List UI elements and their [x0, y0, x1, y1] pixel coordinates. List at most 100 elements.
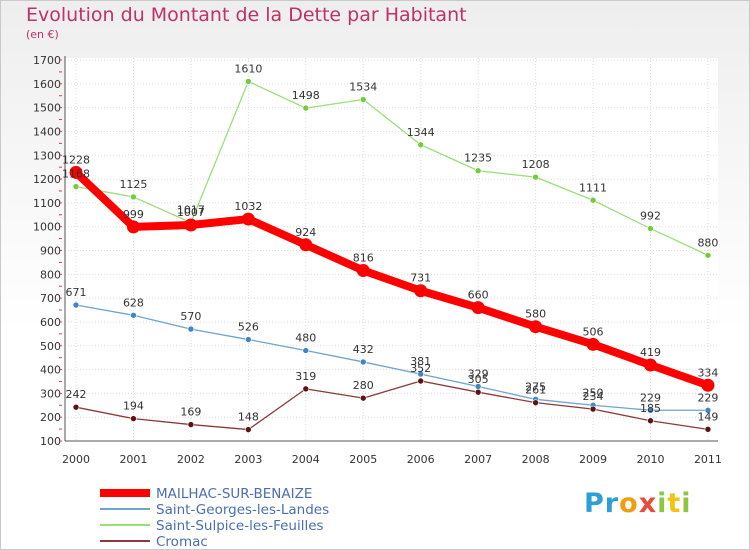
- data-label: 1344: [407, 126, 435, 139]
- data-point: [586, 337, 600, 351]
- data-label: 526: [238, 321, 259, 334]
- data-label: 229: [697, 391, 718, 404]
- data-point: [130, 311, 137, 319]
- series-line: [75, 80, 709, 256]
- data-label: 992: [640, 210, 661, 223]
- data-point: [647, 406, 654, 414]
- data-point: [529, 320, 543, 334]
- data-label: 671: [66, 286, 87, 299]
- y-tick-label: 1400: [33, 125, 61, 138]
- data-label: 1228: [62, 153, 90, 166]
- x-tick-label: 2008: [522, 453, 550, 466]
- data-label: 660: [468, 289, 489, 302]
- data-point: [704, 426, 712, 433]
- data-label: 250: [583, 386, 604, 399]
- logo-letter: x: [638, 488, 658, 519]
- data-label: 329: [468, 367, 489, 380]
- x-tick-label: 2007: [464, 453, 492, 466]
- data-point: [72, 403, 80, 411]
- y-tick-label: 100: [40, 435, 61, 448]
- data-point: [299, 238, 313, 252]
- data-point: [130, 193, 137, 201]
- series-line: [75, 380, 709, 431]
- x-tick-label: 2003: [234, 453, 262, 466]
- data-point: [359, 394, 367, 402]
- data-label: 580: [525, 308, 546, 321]
- legend-label: Cromac: [156, 534, 208, 550]
- data-point: [589, 196, 597, 204]
- data-label: 169: [180, 406, 201, 419]
- data-point: [302, 385, 310, 393]
- data-point: [647, 417, 654, 425]
- logo-letter: i: [657, 488, 668, 519]
- data-point: [245, 336, 252, 343]
- data-label: 319: [295, 370, 316, 383]
- data-point: [245, 426, 252, 433]
- data-label: 999: [123, 208, 144, 221]
- logo-letter: i: [681, 488, 692, 519]
- data-point: [245, 78, 252, 85]
- data-label: 1168: [62, 168, 90, 181]
- data-point: [704, 251, 712, 259]
- data-point: [69, 165, 83, 179]
- logo-letter: P: [584, 488, 605, 519]
- series-line: [75, 304, 709, 411]
- data-point: [532, 399, 539, 406]
- data-point: [471, 301, 485, 315]
- series-line: [72, 168, 712, 390]
- y-tick-label: 200: [40, 411, 61, 424]
- data-label: 880: [697, 236, 718, 249]
- data-label: 381: [410, 355, 431, 368]
- data-point: [474, 167, 482, 175]
- chart-subtitle: (en €): [26, 28, 59, 41]
- data-point: [532, 173, 539, 181]
- y-tick-label: 300: [40, 387, 61, 400]
- data-label: 185: [640, 402, 661, 415]
- data-label: 570: [180, 310, 201, 323]
- data-label: 234: [583, 390, 604, 403]
- data-label: 1208: [522, 158, 550, 171]
- data-point: [417, 377, 425, 385]
- x-tick-label: 2004: [292, 453, 320, 466]
- y-tick-label: 1200: [33, 173, 61, 186]
- data-label: 352: [410, 362, 431, 375]
- data-label: 628: [123, 296, 144, 309]
- data-label: 1032: [234, 200, 262, 213]
- data-label: 1498: [292, 89, 320, 102]
- y-tick-label: 1500: [33, 102, 61, 115]
- data-point: [241, 212, 255, 226]
- data-point: [187, 421, 195, 428]
- data-point: [126, 220, 140, 234]
- y-tick-label: 800: [40, 268, 61, 281]
- logo-letter: r: [604, 488, 620, 519]
- y-tick-label: 900: [40, 245, 61, 258]
- data-label: 275: [525, 380, 546, 393]
- data-label: 148: [238, 411, 259, 424]
- logo-letter: t: [667, 488, 682, 519]
- data-label: 1534: [349, 81, 377, 94]
- data-point: [130, 415, 137, 422]
- x-tick-label: 2009: [579, 453, 607, 466]
- y-tick-label: 1300: [33, 149, 61, 162]
- data-label: 1017: [177, 204, 205, 217]
- data-label: 506: [583, 325, 604, 338]
- data-point: [589, 405, 597, 413]
- proxiti-logo: Proxiti: [584, 488, 692, 519]
- x-tick-label: 2010: [637, 453, 665, 466]
- data-point: [647, 225, 654, 232]
- x-tick-label: 2011: [694, 453, 722, 466]
- legend-label: Saint-Sulpice-les-Feuilles: [156, 518, 324, 534]
- data-label: 419: [640, 346, 661, 359]
- data-point: [302, 347, 310, 354]
- data-label: 816: [353, 252, 374, 265]
- data-label: 305: [468, 373, 489, 386]
- data-point: [72, 301, 80, 309]
- data-point: [644, 358, 657, 372]
- data-label: 731: [410, 272, 431, 285]
- data-label: 194: [123, 400, 144, 413]
- data-label: 149: [697, 410, 718, 423]
- data-point: [414, 284, 428, 298]
- data-point: [474, 388, 482, 396]
- data-point: [417, 141, 425, 149]
